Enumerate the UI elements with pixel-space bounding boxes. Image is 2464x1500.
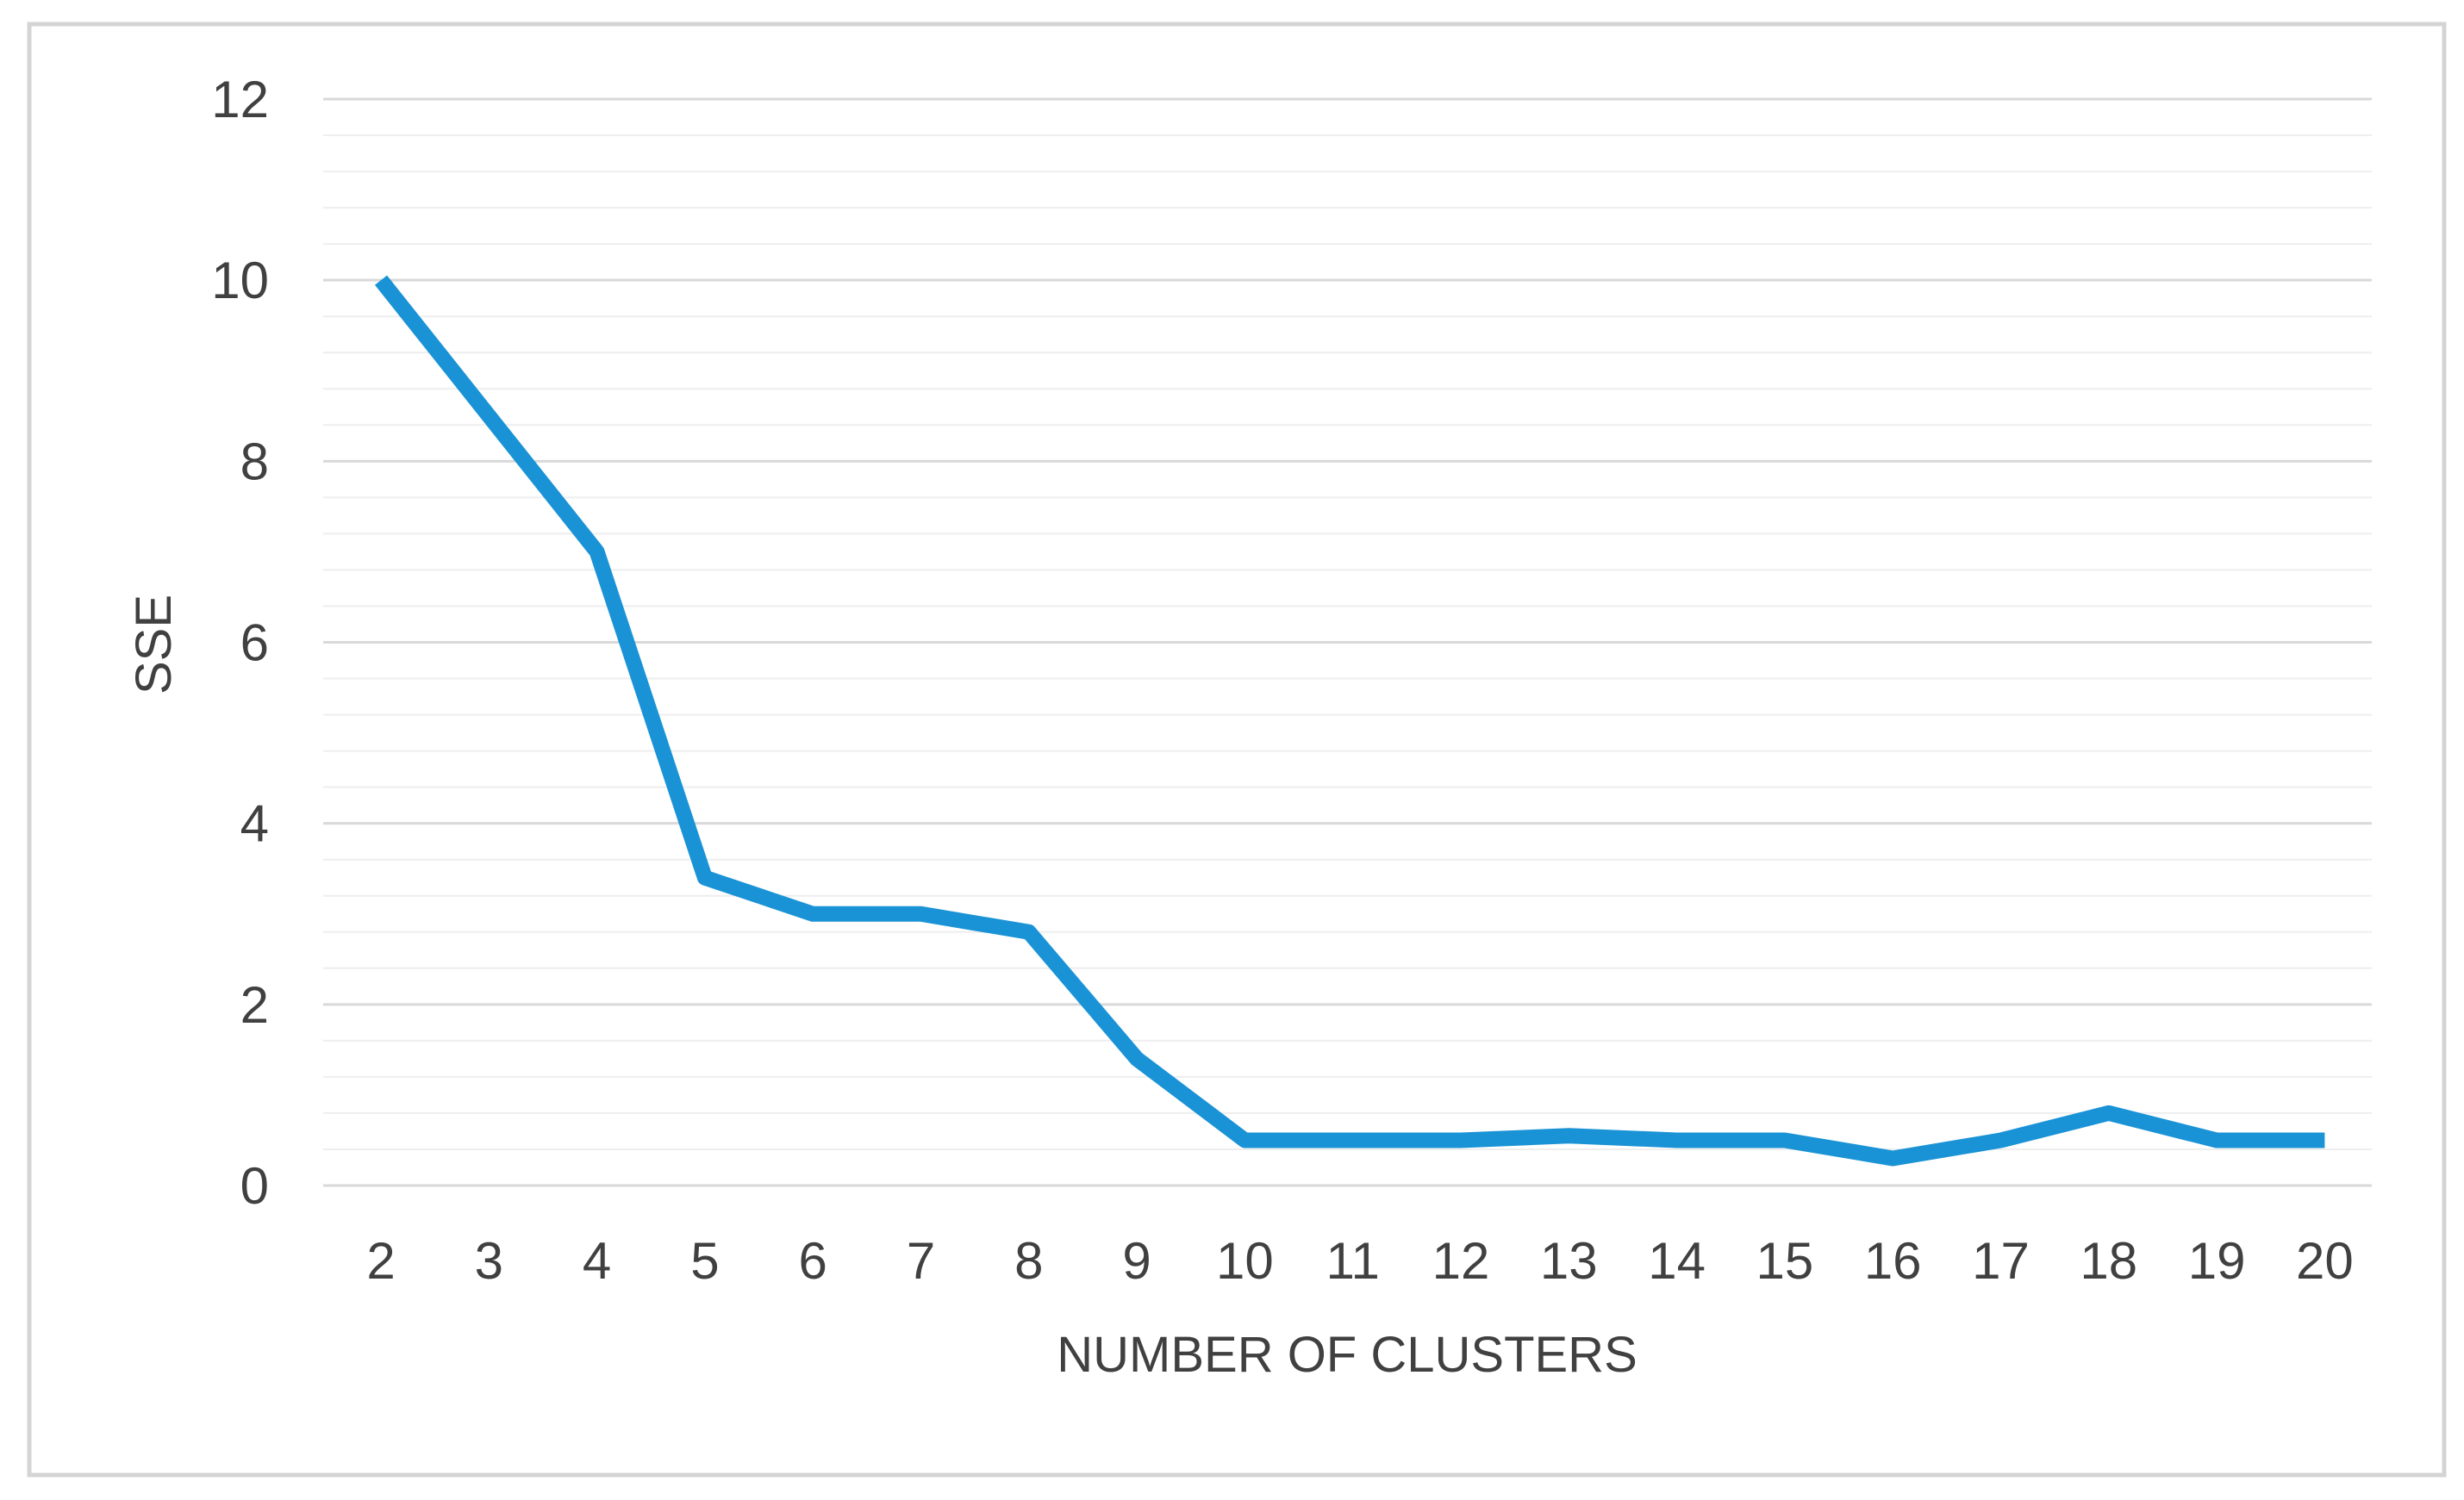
x-tick-label: 7 (907, 1232, 935, 1290)
x-tick-label: 15 (1756, 1232, 1814, 1290)
x-tick-label: 19 (2188, 1232, 2246, 1290)
y-axis-tick-labels: 0 2 4 6 8 10 12 (211, 71, 269, 1215)
y-tick-label: 4 (240, 795, 269, 853)
x-tick-label: 5 (690, 1232, 719, 1290)
x-tick-label: 3 (475, 1232, 503, 1290)
x-tick-label: 10 (1216, 1232, 1274, 1290)
y-tick-label: 0 (240, 1157, 269, 1215)
x-tick-label: 2 (366, 1232, 395, 1290)
series-layer (374, 275, 2325, 1167)
x-tick-label: 4 (583, 1232, 611, 1290)
x-tick-label: 18 (2080, 1232, 2137, 1290)
y-tick-label: 8 (240, 433, 269, 490)
x-tick-label: 16 (1864, 1232, 1922, 1290)
y-tick-label: 2 (240, 976, 269, 1034)
x-tick-label: 14 (1648, 1232, 1706, 1290)
major-gridlines (323, 97, 2372, 1187)
y-tick-label: 12 (211, 71, 269, 128)
x-tick-label: 11 (1326, 1232, 1380, 1290)
x-tick-label: 9 (1122, 1232, 1151, 1290)
x-tick-label: 6 (799, 1232, 827, 1290)
chart-frame (27, 22, 2447, 1478)
x-tick-label: 20 (2296, 1232, 2354, 1290)
y-tick-label: 6 (240, 614, 269, 672)
x-axis-title: NUMBER OF CLUSTERS (1057, 1327, 1637, 1383)
y-axis-title: SSE (126, 594, 182, 694)
x-tick-label: 13 (1540, 1232, 1598, 1290)
x-tick-label: 12 (1432, 1232, 1490, 1290)
y-tick-label: 10 (211, 252, 269, 309)
x-tick-label: 17 (1972, 1232, 2030, 1290)
x-tick-label: 8 (1014, 1232, 1043, 1290)
x-axis-tick-labels: 2 3 4 5 6 7 8 9 10 11 12 13 14 15 16 17 18 19 20 (366, 1232, 2353, 1290)
series-line (374, 275, 2325, 1167)
